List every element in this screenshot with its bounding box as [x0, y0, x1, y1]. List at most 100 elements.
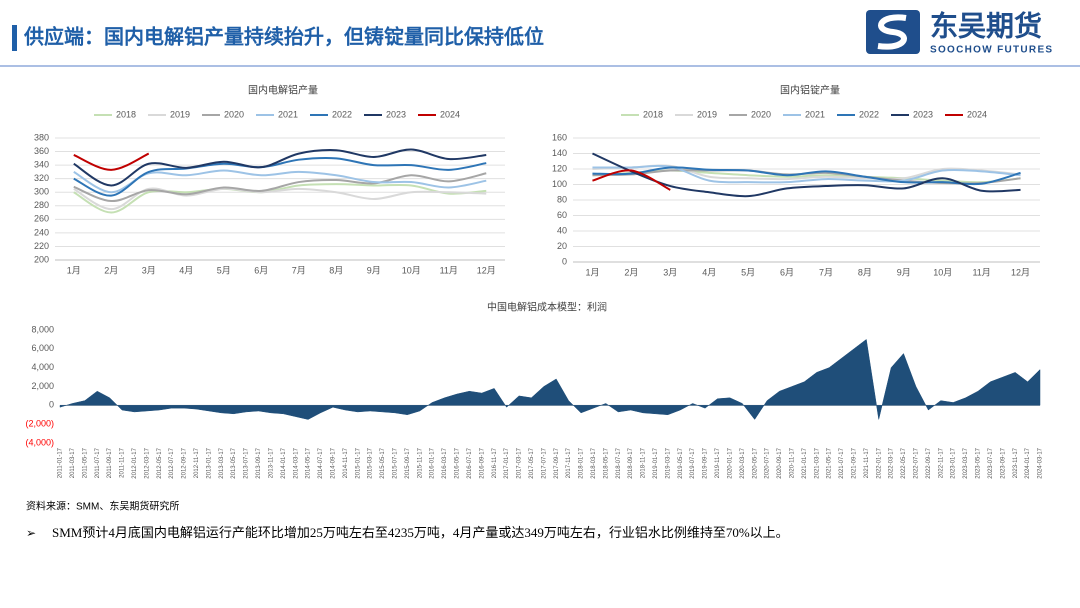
x-tick-label: 2011-11-17 — [120, 447, 126, 477]
y-tick-label: (4,000) — [25, 437, 54, 447]
x-tick-label: 2019-03-17 — [665, 447, 671, 478]
x-tick-label: 2022-11-17 — [938, 447, 944, 478]
x-tick-label: 12月 — [477, 265, 496, 275]
y-tick-label: 200 — [34, 254, 49, 264]
x-tick-label: 2019-07-17 — [690, 447, 696, 478]
x-tick-label: 2015-01-17 — [355, 447, 361, 478]
x-tick-label: 2023-01-17 — [951, 447, 957, 478]
x-tick-label: 2017-05-17 — [529, 447, 535, 478]
x-tick-label: 2020-03-17 — [740, 447, 746, 478]
x-tick-label: 3月 — [142, 265, 156, 275]
x-tick-label: 2021-09-17 — [852, 447, 858, 478]
x-tick-label: 2016-11-17 — [492, 447, 498, 478]
source: 资料来源：SMM、东吴期货研究所 — [26, 500, 179, 513]
chart-title: 国内铝锭产量 — [780, 84, 840, 97]
x-tick-label: 1月 — [67, 265, 81, 275]
x-tick-label: 10月 — [402, 265, 421, 275]
x-tick-label: 10月 — [933, 267, 952, 277]
series-line — [73, 172, 487, 203]
x-tick-label: 6月 — [254, 265, 268, 275]
x-tick-label: 2017-11-17 — [566, 447, 572, 478]
series-line — [73, 148, 487, 187]
series-line — [592, 166, 1021, 186]
x-tick-label: 2020-07-17 — [765, 447, 771, 478]
x-tick-label: 2015-03-17 — [368, 447, 374, 478]
y-tick-label: 40 — [557, 225, 567, 235]
y-tick-label: 8,000 — [31, 324, 54, 334]
series-line — [73, 183, 487, 214]
x-tick-label: 2022-05-17 — [901, 447, 907, 478]
x-tick-label: 2024-01-17 — [1025, 447, 1031, 478]
x-tick-label: 2016-05-17 — [455, 447, 461, 478]
x-tick-label: 2012-09-17 — [182, 447, 188, 478]
y-tick-label: 160 — [552, 132, 567, 142]
y-tick-label: 260 — [34, 214, 49, 224]
x-tick-label: 2022-09-17 — [926, 447, 932, 478]
y-tick-label: 100 — [552, 179, 567, 189]
x-tick-label: 2014-03-17 — [293, 447, 299, 478]
x-tick-label: 8月 — [858, 267, 872, 277]
legend-label: 2020 — [751, 109, 771, 119]
x-tick-label: 2024-03-17 — [1038, 447, 1044, 478]
legend-label: 2021 — [278, 109, 298, 119]
x-tick-label: 2014-11-17 — [343, 447, 349, 478]
x-tick-label: 2018-03-17 — [591, 447, 597, 478]
x-tick-label: 2021-07-17 — [839, 447, 845, 478]
legend-label: 2018 — [116, 109, 136, 119]
x-tick-label: 2023-09-17 — [1000, 447, 1006, 478]
x-tick-label: 2011-05-17 — [82, 447, 88, 478]
x-tick-label: 2021-05-17 — [827, 447, 833, 478]
x-tick-label: 2016-09-17 — [479, 447, 485, 478]
x-tick-label: 2022-07-17 — [914, 447, 920, 478]
x-tick-label: 2020-11-17 — [789, 447, 795, 478]
legend-label: 2024 — [967, 109, 987, 119]
y-tick-label: 140 — [552, 148, 567, 158]
x-tick-label: 2014-09-17 — [330, 447, 336, 478]
y-tick-label: 0 — [49, 400, 54, 410]
legend-label: 2022 — [332, 109, 352, 119]
y-tick-label: 320 — [34, 173, 49, 183]
profit-area — [59, 338, 1041, 420]
x-tick-label: 2021-01-17 — [802, 447, 808, 478]
x-tick-label: 12月 — [1011, 267, 1030, 277]
x-tick-label: 2013-07-17 — [244, 447, 250, 478]
x-tick-label: 2012-03-17 — [144, 447, 150, 478]
x-tick-label: 2020-05-17 — [752, 447, 758, 478]
slide-title: 供应端：国内电解铝产量持续抬升，但铸锭量同比保持低位 — [23, 24, 544, 48]
x-tick-label: 2015-11-17 — [417, 447, 423, 478]
x-tick-label: 1月 — [585, 267, 599, 277]
x-tick-label: 2011-01-17 — [58, 447, 64, 478]
x-tick-label: 2018-09-17 — [628, 447, 634, 478]
logo-mark — [877, 14, 907, 50]
x-tick-label: 2018-05-17 — [603, 447, 609, 478]
bullet: ➢ — [26, 526, 36, 540]
y-tick-label: 280 — [34, 200, 49, 210]
series-line — [73, 156, 487, 197]
x-tick-label: 2016-07-17 — [467, 447, 473, 478]
x-tick-label: 2012-07-17 — [169, 447, 175, 478]
x-tick-label: 2018-11-17 — [641, 447, 647, 478]
title-accent — [12, 25, 17, 51]
legend-label: 2019 — [170, 109, 190, 119]
x-tick-label: 2013-11-17 — [268, 447, 274, 478]
y-tick-label: 6,000 — [31, 343, 54, 353]
x-tick-label: 2023-07-17 — [988, 447, 994, 478]
note: SMM预计4月底国内电解铝运行产能环比增加25万吨左右至4235万吨，4月产量或… — [52, 525, 789, 540]
x-tick-label: 2022-01-17 — [876, 447, 882, 478]
x-tick-label: 3月 — [663, 267, 677, 277]
x-tick-label: 2023-03-17 — [963, 447, 969, 478]
series-line — [592, 169, 671, 191]
x-tick-label: 2017-01-17 — [504, 447, 510, 478]
x-tick-label: 4月 — [179, 265, 193, 275]
y-tick-label: 360 — [34, 146, 49, 156]
x-tick-label: 2017-07-17 — [541, 447, 547, 478]
x-tick-label: 2012-05-17 — [157, 447, 163, 478]
x-tick-label: 2019-01-17 — [653, 447, 659, 478]
x-tick-label: 4月 — [702, 267, 716, 277]
x-tick-label: 2013-01-17 — [206, 447, 212, 478]
x-tick-label: 2015-05-17 — [380, 447, 386, 478]
logo-subtext: SOOCHOW FUTURES — [930, 45, 1053, 56]
x-tick-label: 2011-03-17 — [70, 447, 76, 478]
x-tick-label: 2019-09-17 — [703, 447, 709, 478]
